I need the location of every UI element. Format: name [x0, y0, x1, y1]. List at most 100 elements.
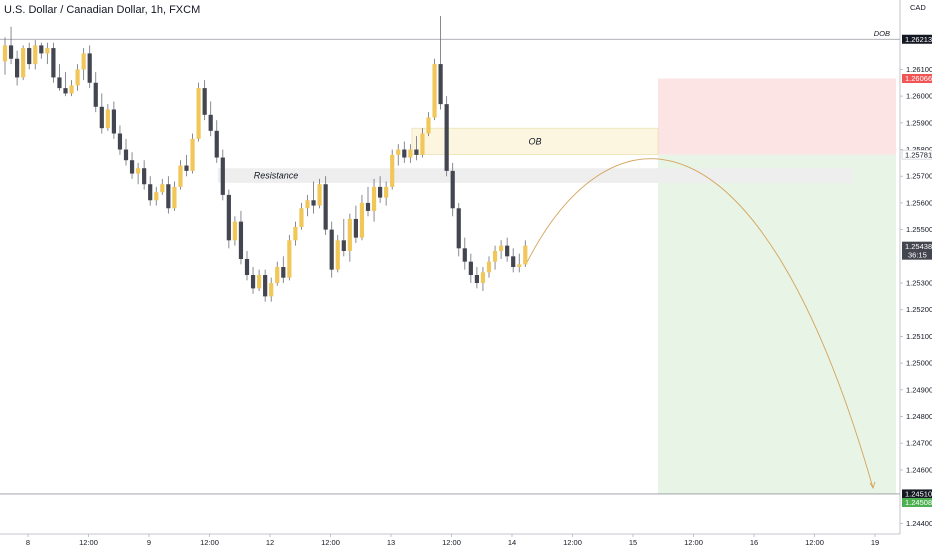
price-label-box [902, 34, 932, 44]
price-label-box [902, 489, 932, 499]
candle [226, 189, 231, 249]
candle-body [390, 154, 395, 187]
candle [365, 186, 371, 217]
candle-body [311, 200, 316, 206]
candle-body [378, 186, 383, 198]
candle-body [305, 200, 310, 209]
candle [390, 149, 395, 190]
candle-body [39, 45, 44, 54]
candle [492, 245, 498, 270]
candle [438, 16, 443, 110]
candle-body [347, 218, 352, 251]
candle-body [275, 267, 280, 284]
price-tick-label: 1.24800 [906, 412, 932, 421]
price-tick-label: 1.26100 [906, 65, 932, 74]
candle-body [99, 106, 104, 129]
candle-body [244, 258, 250, 276]
candle [456, 202, 461, 257]
candle [396, 144, 401, 166]
candle [287, 234, 292, 281]
candle-body [511, 256, 516, 267]
price-label-stop: 1.26066 [902, 73, 932, 83]
candle [27, 42, 32, 70]
price-tick-label: 1.25500 [906, 225, 932, 234]
candle-body [408, 149, 413, 158]
candle-body [257, 275, 262, 289]
price-label-text: 1.24508 [905, 498, 932, 507]
candle [480, 267, 486, 292]
time-axis: 8 12:00 9 12:00 12 12:00 13 12:00 14 12:00 15 12:00… [0, 533, 900, 547]
candle [196, 82, 201, 142]
candle-body [160, 184, 165, 193]
candle [2, 37, 8, 75]
candle [21, 45, 26, 81]
candle-body [474, 275, 479, 284]
projection-arc [526, 158, 874, 489]
candle [232, 216, 237, 246]
candle-body [220, 157, 225, 195]
candle-body [402, 149, 407, 158]
zone-box [411, 127, 659, 155]
candle-body [432, 64, 437, 118]
candle [160, 178, 165, 195]
price-label-box [902, 241, 932, 260]
price-tick-label: 1.24700 [906, 439, 932, 448]
candle [281, 256, 286, 284]
candle [263, 269, 268, 302]
candle [33, 40, 38, 70]
candle [474, 267, 479, 289]
candle-body [396, 149, 401, 155]
candle-body [45, 48, 50, 54]
candle [257, 269, 262, 292]
time-tick-label: 12:00 [79, 538, 98, 547]
projection-layer [526, 158, 876, 490]
time-tick-label: 16 [750, 538, 758, 547]
candle-body [232, 221, 237, 241]
candle-body [148, 184, 153, 201]
candle [384, 181, 389, 206]
time-tick-label: 12 [266, 538, 274, 547]
candle [238, 210, 244, 265]
price-tick-label: 1.26000 [906, 92, 932, 101]
price-label-text: 1.26066 [905, 74, 932, 83]
candle [69, 80, 74, 97]
price-tick-label: 1.25100 [906, 332, 932, 341]
candle [335, 234, 340, 273]
candle [378, 176, 383, 203]
price-label-box [902, 73, 932, 83]
candle [105, 104, 110, 131]
time-tick-label: 19 [871, 538, 879, 547]
candle-body [517, 264, 522, 267]
candle [136, 162, 141, 185]
countdown-text: 36:15 [908, 251, 927, 260]
price-label-entry: 1.25781 [901, 149, 932, 160]
candle-body [335, 240, 340, 270]
candle-body [27, 48, 32, 65]
time-tick-label: 12:00 [321, 538, 340, 547]
candle [371, 178, 377, 222]
level-line-0: DOB [0, 29, 900, 40]
candle [523, 240, 528, 267]
candle-body [371, 186, 377, 211]
candle [420, 128, 425, 158]
candle-body [499, 245, 504, 251]
candles-layer [2, 16, 528, 302]
candle [505, 237, 510, 262]
time-tick-label: 15 [629, 538, 637, 547]
time-tick-label: 12:00 [563, 538, 582, 547]
candle [142, 160, 147, 190]
candle [486, 256, 492, 278]
candle-body [523, 245, 528, 265]
price-tick-label: 1.25300 [906, 279, 932, 288]
price-tick-label: 1.25600 [906, 198, 932, 207]
candle [444, 96, 449, 177]
candle [63, 72, 68, 97]
zone-label: Resistance [254, 171, 299, 181]
zones-layer: Resistance OB [218, 78, 896, 495]
candle-body [353, 218, 358, 238]
candle-body [426, 117, 431, 134]
candle [305, 194, 310, 217]
